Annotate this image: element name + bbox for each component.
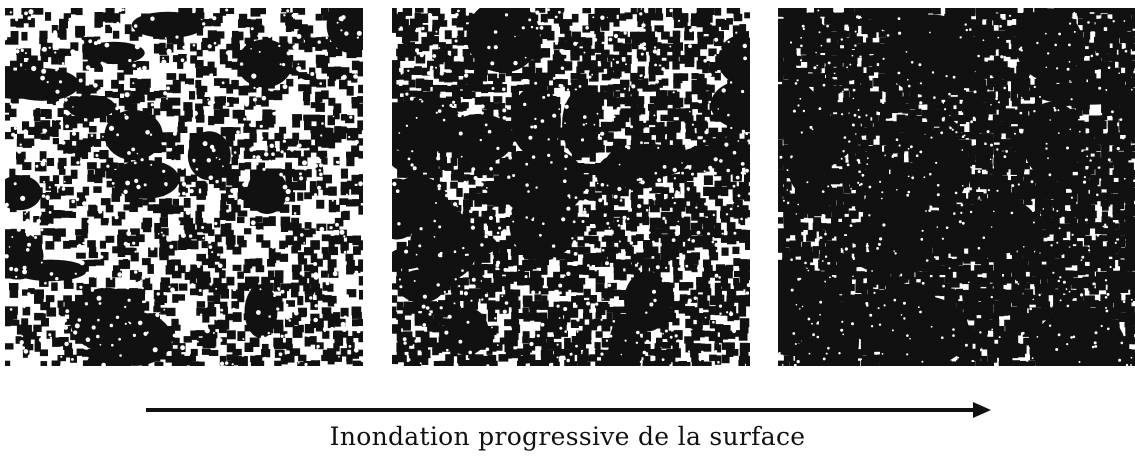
- surface-texture-panel-3: [778, 8, 1135, 366]
- progression-arrow: [146, 402, 991, 418]
- surface-texture-image-3: [778, 8, 1135, 366]
- arrow-head: [973, 402, 991, 418]
- caption: Inondation progressive de la surface: [329, 422, 806, 451]
- surface-texture-panel-1: [5, 8, 363, 366]
- surface-texture-image-1: [5, 8, 363, 366]
- surface-texture-panel-2: [392, 8, 750, 366]
- surface-texture-image-2: [392, 8, 750, 366]
